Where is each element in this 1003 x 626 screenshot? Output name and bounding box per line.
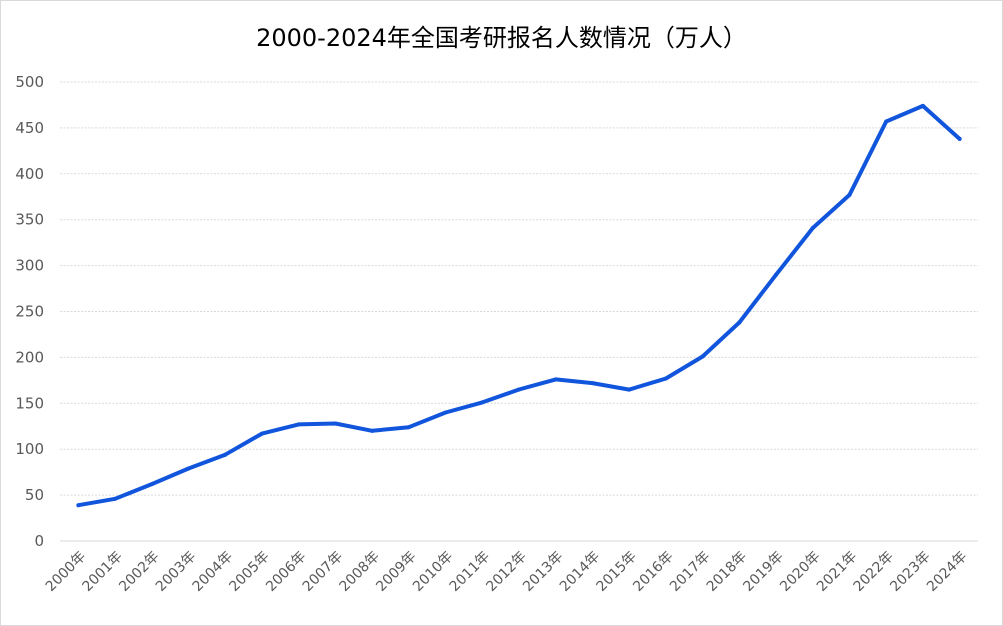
data-point (957, 136, 962, 141)
x-tick-label: 2024年 (924, 549, 970, 595)
data-point (774, 272, 779, 277)
data-point (920, 103, 925, 108)
data-point (590, 381, 595, 386)
data-point (149, 482, 154, 487)
x-tick-label: 2009年 (373, 549, 419, 595)
x-tick-label: 2002年 (116, 549, 162, 595)
y-axis-ticks: 0 50 100 150 200 250 300 350 400 450 500 (15, 73, 44, 550)
data-point (113, 496, 118, 501)
x-axis-ticks: 2000年2001年2002年2003年2004年2005年2006年2007年… (43, 549, 971, 595)
y-tick-label: 200 (15, 348, 44, 366)
x-tick-label: 2008年 (337, 549, 383, 595)
x-tick-label: 2017年 (667, 549, 713, 595)
data-point (700, 354, 705, 359)
data-point (480, 400, 485, 405)
x-tick-label: 2015年 (594, 549, 640, 595)
data-point (186, 466, 191, 471)
x-tick-label: 2010年 (410, 549, 456, 595)
x-tick-label: 2003年 (153, 549, 199, 595)
gridlines (60, 81, 978, 542)
x-tick-label: 2016年 (630, 549, 676, 595)
y-tick-label: 500 (15, 73, 44, 91)
series-line (76, 103, 962, 508)
x-tick-label: 2006年 (263, 549, 309, 595)
data-point (223, 452, 228, 457)
y-tick-label: 50 (25, 486, 44, 504)
data-point (627, 387, 632, 392)
data-point (406, 425, 411, 430)
data-point (810, 225, 815, 230)
data-point (76, 503, 81, 508)
x-tick-label: 2001年 (79, 549, 125, 595)
x-tick-label: 2011年 (447, 549, 493, 595)
x-tick-label: 2013年 (520, 549, 566, 595)
x-tick-label: 2007年 (300, 549, 346, 595)
chart-title: 2000-2024年全国考研报名人数情况（万人） (256, 24, 747, 52)
data-point (663, 376, 668, 381)
data-point (333, 421, 338, 426)
y-tick-label: 300 (15, 257, 44, 275)
x-tick-label: 2023年 (887, 549, 933, 595)
x-tick-label: 2012年 (483, 549, 529, 595)
data-point (296, 422, 301, 427)
x-tick-label: 2014年 (557, 549, 603, 595)
x-tick-label: 2005年 (226, 549, 272, 595)
x-tick-label: 2000年 (43, 549, 89, 595)
x-tick-label: 2020年 (777, 549, 823, 595)
x-tick-label: 2021年 (814, 549, 860, 595)
data-point (553, 377, 558, 382)
x-tick-label: 2018年 (704, 549, 750, 595)
series-layer (76, 103, 962, 508)
data-point (847, 192, 852, 197)
data-point (737, 320, 742, 325)
y-tick-label: 350 (15, 211, 44, 229)
y-tick-label: 0 (34, 532, 44, 550)
data-point (259, 431, 264, 436)
data-point (517, 387, 521, 392)
y-tick-label: 150 (15, 394, 44, 412)
x-tick-label: 2019年 (740, 549, 786, 595)
x-tick-label: 2022年 (851, 549, 897, 595)
y-tick-label: 450 (15, 119, 44, 137)
data-point (884, 119, 889, 124)
y-tick-label: 250 (15, 303, 44, 321)
y-tick-label: 100 (15, 440, 44, 458)
data-point (443, 410, 448, 415)
y-tick-label: 400 (15, 165, 44, 183)
data-point (370, 428, 375, 433)
x-tick-label: 2004年 (190, 549, 236, 595)
